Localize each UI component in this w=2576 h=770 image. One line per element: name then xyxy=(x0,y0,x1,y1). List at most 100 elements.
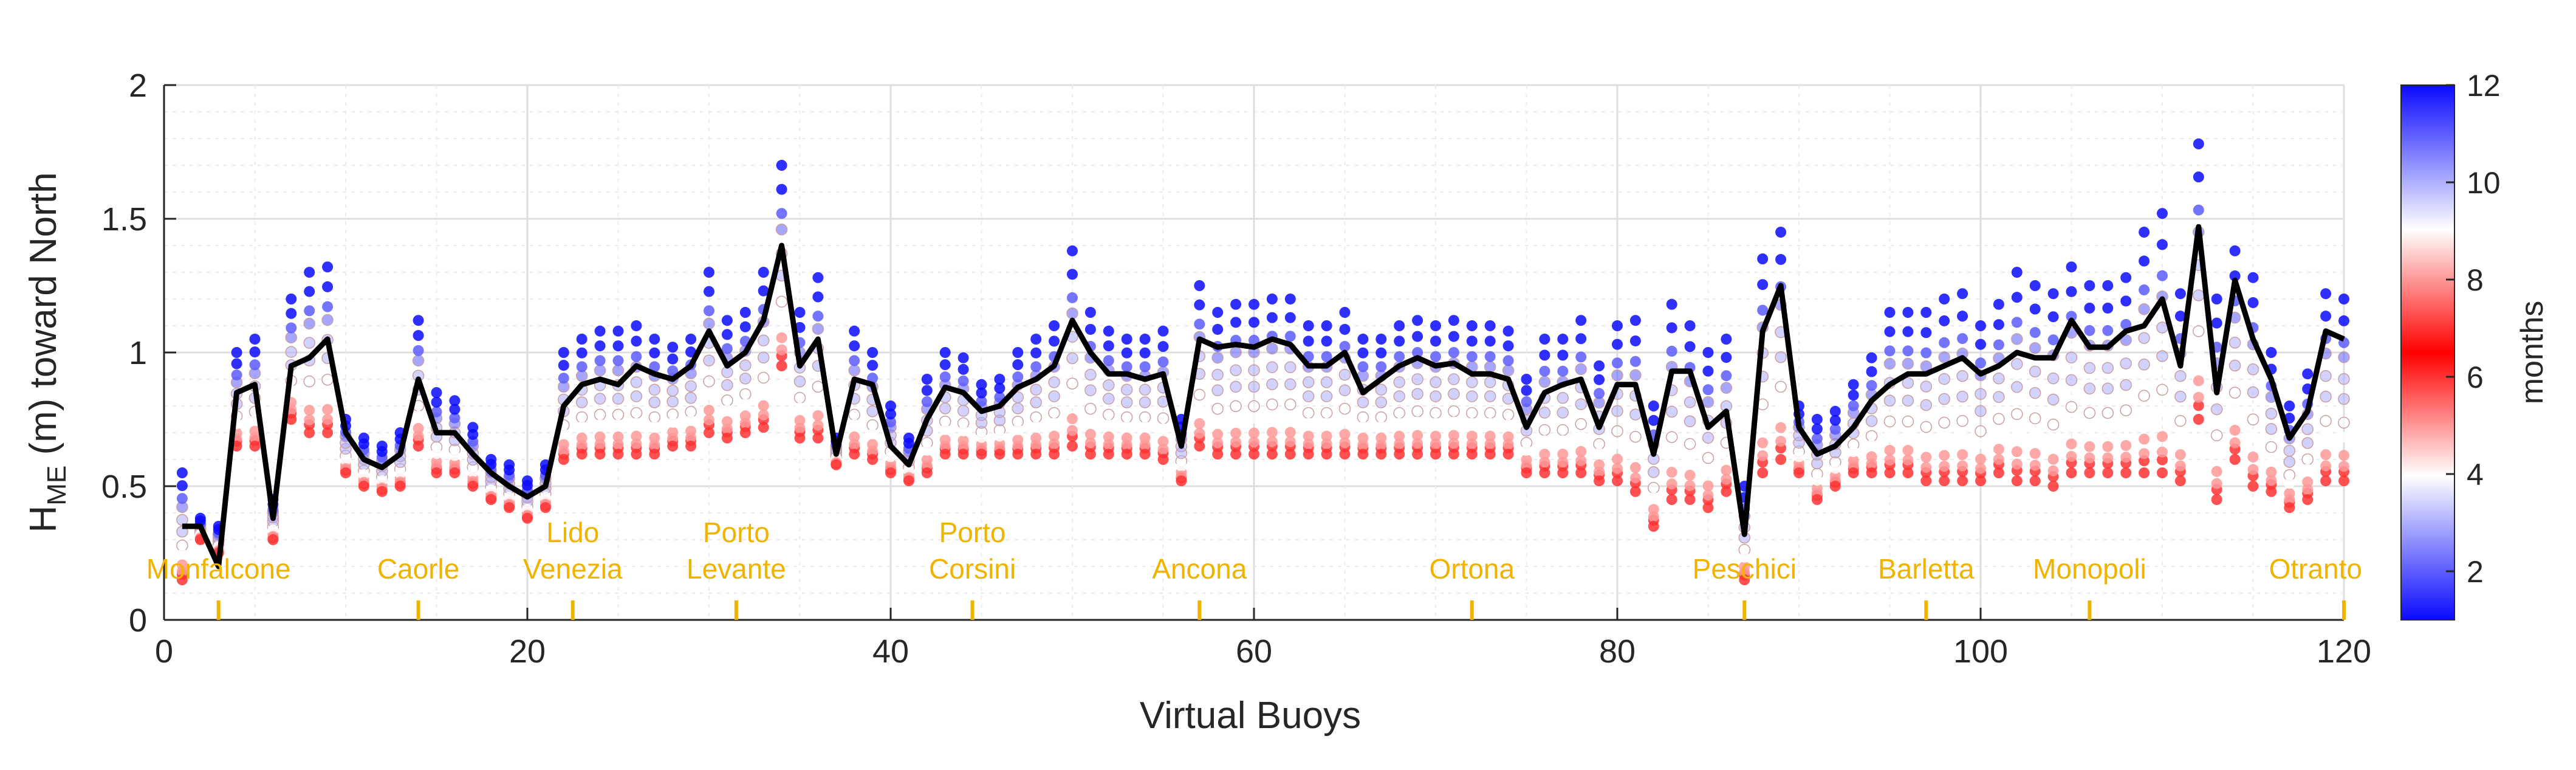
monthly-point xyxy=(1484,335,1496,347)
monthly-point xyxy=(1884,307,1896,318)
x-axis-label: Virtual Buoys xyxy=(1140,695,1361,737)
x-tick-label: 40 xyxy=(872,633,909,670)
monthly-point xyxy=(1702,396,1714,408)
monthly-point xyxy=(1920,380,1933,393)
monthly-point xyxy=(1612,453,1623,465)
monthly-point xyxy=(1866,352,1877,363)
monthly-point xyxy=(631,449,642,460)
monthly-point xyxy=(304,414,315,425)
monthly-point xyxy=(1230,317,1242,328)
monthly-point xyxy=(1938,373,1950,385)
monthly-point xyxy=(1320,376,1333,388)
monthly-point xyxy=(1320,390,1333,402)
monthly-point xyxy=(2283,456,2296,468)
monthly-point xyxy=(1793,451,1804,462)
monthly-point xyxy=(2047,288,2059,300)
monthly-point xyxy=(431,448,442,459)
monthly-point xyxy=(2047,453,2059,465)
monthly-point xyxy=(1157,412,1170,425)
monthly-point xyxy=(1284,312,1296,323)
monthly-point xyxy=(1702,347,1714,358)
monthly-point xyxy=(321,314,334,326)
monthly-point xyxy=(1266,411,1278,422)
monthly-point xyxy=(522,475,533,487)
monthly-point xyxy=(1666,467,1677,478)
monthly-point xyxy=(1775,351,1787,363)
monthly-point xyxy=(1848,379,1859,390)
monthly-point xyxy=(1284,411,1296,422)
monthly-point xyxy=(648,396,661,408)
monthly-point xyxy=(2284,502,2295,514)
monthly-point xyxy=(1883,357,1896,370)
monthly-point xyxy=(2210,429,2223,442)
monthly-point xyxy=(2120,357,2132,370)
monthly-point xyxy=(1339,340,1351,352)
monthly-point xyxy=(1920,421,1933,433)
monthly-point xyxy=(576,439,587,451)
monthly-point xyxy=(1303,320,1314,331)
monthly-point xyxy=(413,330,424,342)
monthly-point xyxy=(612,408,625,421)
monthly-point xyxy=(358,469,369,480)
monthly-point xyxy=(1448,347,1459,358)
monthly-point xyxy=(1666,447,1677,458)
monthly-point xyxy=(1412,430,1423,441)
monthly-point xyxy=(666,395,679,408)
monthly-point xyxy=(1684,494,1696,505)
station-label: Ancona xyxy=(1152,553,1247,585)
monthly-point xyxy=(1284,331,1296,342)
monthly-point xyxy=(776,332,787,343)
monthly-point xyxy=(1084,449,1096,460)
monthly-point xyxy=(2320,414,2332,427)
monthly-point xyxy=(1993,319,2004,331)
monthly-point xyxy=(831,459,842,470)
monthly-point xyxy=(1412,347,1423,358)
monthly-point xyxy=(903,475,914,487)
monthly-point xyxy=(1266,312,1278,323)
monthly-point xyxy=(867,360,879,371)
monthly-point xyxy=(1048,407,1060,419)
monthly-point xyxy=(2211,445,2222,457)
monthly-point xyxy=(649,361,660,373)
monthly-point xyxy=(1575,333,1587,345)
monthly-point xyxy=(703,317,715,330)
monthly-point xyxy=(2157,467,2168,478)
monthly-point xyxy=(1249,413,1259,424)
monthly-point xyxy=(2156,321,2168,334)
monthly-point xyxy=(957,405,970,417)
monthly-point xyxy=(594,393,606,405)
monthly-point xyxy=(1957,333,1968,345)
monthly-point xyxy=(2066,418,2077,429)
monthly-point xyxy=(794,422,806,434)
monthly-point xyxy=(1884,326,1896,337)
monthly-point xyxy=(2047,434,2059,445)
monthly-point xyxy=(757,371,770,384)
monthly-point xyxy=(1266,398,1278,411)
monthly-point xyxy=(939,402,951,414)
monthly-point xyxy=(1012,449,1024,460)
monthly-point xyxy=(1484,320,1496,331)
monthly-point xyxy=(267,534,279,545)
monthly-point xyxy=(1266,436,1278,447)
monthly-point xyxy=(957,375,969,387)
monthly-point xyxy=(812,291,824,303)
monthly-point xyxy=(612,419,624,430)
monthly-point xyxy=(2320,449,2332,461)
monthly-point xyxy=(2157,208,2168,219)
monthly-point xyxy=(649,347,660,359)
monthly-point xyxy=(413,315,424,326)
monthly-point xyxy=(631,430,642,442)
monthly-point xyxy=(1993,339,2004,351)
monthly-point xyxy=(885,400,896,411)
monthly-point xyxy=(1957,449,1968,461)
monthly-point xyxy=(1103,325,1114,337)
monthly-point xyxy=(739,418,751,429)
monthly-point xyxy=(1684,341,1696,352)
monthly-point xyxy=(594,364,606,377)
monthly-point xyxy=(957,352,969,363)
monthly-point xyxy=(849,419,860,430)
monthly-point xyxy=(1466,376,1478,388)
monthly-point xyxy=(957,425,969,437)
monthly-point xyxy=(1594,475,1605,487)
monthly-point xyxy=(1884,345,1896,357)
